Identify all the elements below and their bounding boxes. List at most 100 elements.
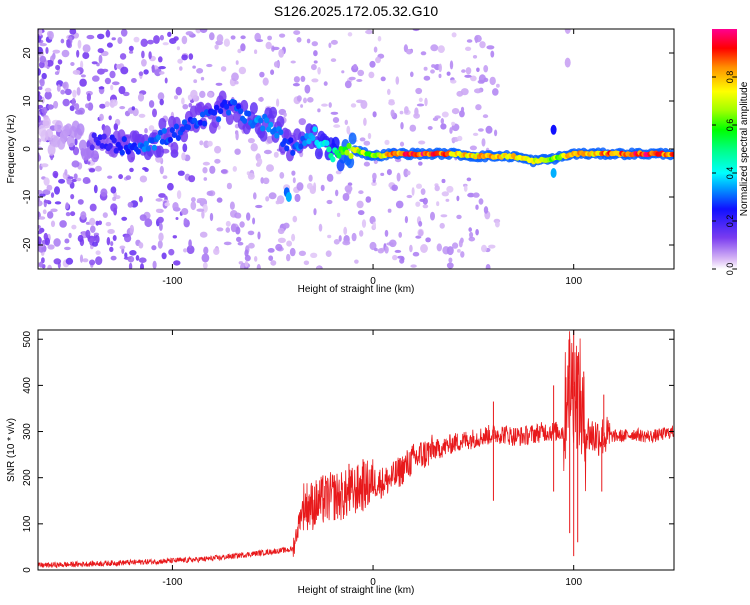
noise-blob bbox=[304, 84, 311, 94]
noise-blob bbox=[133, 36, 140, 43]
noise-blob bbox=[129, 224, 134, 234]
noise-blob bbox=[368, 71, 375, 79]
noise-blob bbox=[466, 177, 472, 182]
ridge-halo bbox=[54, 120, 63, 133]
snr-panel: -100 0 100 0 100 200 300 400 500 Height of strai… bbox=[6, 329, 675, 596]
noise-blob bbox=[412, 29, 420, 32]
noise-blob bbox=[190, 201, 197, 211]
noise-blob bbox=[119, 53, 127, 60]
noise-blob bbox=[183, 217, 188, 225]
noise-blob bbox=[277, 227, 285, 235]
noise-blob bbox=[465, 46, 472, 51]
noise-blob bbox=[87, 161, 91, 165]
noise-blob bbox=[55, 64, 61, 71]
noise-blob bbox=[50, 192, 55, 198]
noise-blob bbox=[41, 257, 45, 264]
noise-blob bbox=[400, 122, 404, 130]
noise-blob bbox=[112, 99, 118, 107]
noise-blob bbox=[330, 58, 337, 62]
noise-blob bbox=[430, 69, 435, 74]
noise-blob bbox=[458, 239, 463, 248]
noise-blob bbox=[467, 192, 475, 198]
noise-blob bbox=[256, 264, 261, 269]
noise-blob bbox=[375, 56, 381, 64]
noise-blob bbox=[89, 259, 96, 266]
ridge-core bbox=[330, 156, 336, 163]
noise-blob bbox=[185, 31, 194, 36]
noise-blob bbox=[464, 74, 472, 78]
noise-blob bbox=[206, 63, 213, 68]
noise-blob bbox=[131, 106, 135, 111]
noise-blob bbox=[479, 41, 486, 49]
noise-blob bbox=[380, 76, 386, 82]
ridge-core bbox=[135, 148, 141, 155]
noise-blob bbox=[107, 175, 113, 179]
noise-blob bbox=[418, 140, 426, 145]
y-tick-label: 400 bbox=[22, 377, 33, 394]
noise-blob bbox=[124, 252, 128, 259]
noise-blob bbox=[173, 95, 179, 100]
noise-blob bbox=[38, 94, 43, 101]
noise-blob bbox=[192, 65, 196, 69]
snr-axes: -100 0 100 0 100 200 300 400 500 bbox=[22, 330, 674, 588]
noise-blob bbox=[351, 232, 357, 242]
noise-blob bbox=[86, 93, 91, 102]
ridge-halo bbox=[170, 141, 179, 154]
noise-blob bbox=[477, 79, 485, 84]
noise-blob bbox=[292, 177, 296, 184]
colorbar-label: Normalized spectral amplitude bbox=[739, 81, 750, 216]
ridge-halo bbox=[240, 99, 249, 112]
noise-blob bbox=[386, 169, 392, 176]
spectrogram-heatmap bbox=[38, 29, 674, 269]
noise-blob bbox=[356, 79, 363, 82]
noise-blob bbox=[195, 29, 202, 34]
noise-blob bbox=[138, 242, 144, 249]
noise-blob bbox=[38, 236, 42, 245]
noise-blob bbox=[413, 113, 420, 119]
noise-blob bbox=[328, 102, 332, 108]
noise-blob bbox=[316, 266, 321, 269]
noise-blob bbox=[158, 193, 166, 198]
ridge-core bbox=[149, 137, 155, 144]
noise-blob bbox=[98, 220, 102, 226]
ridge-feature bbox=[550, 124, 557, 135]
ridge-core bbox=[218, 108, 224, 115]
noise-blob bbox=[38, 230, 43, 235]
noise-blob bbox=[79, 254, 84, 263]
ridge-core bbox=[216, 116, 222, 123]
noise-blob bbox=[202, 262, 208, 269]
noise-blob bbox=[268, 255, 274, 261]
noise-blob bbox=[445, 198, 450, 202]
noise-blob bbox=[110, 84, 114, 91]
noise-blob bbox=[432, 117, 439, 121]
noise-blob bbox=[47, 211, 54, 219]
noise-blob bbox=[317, 108, 321, 113]
noise-blob bbox=[172, 202, 179, 211]
noise-blob bbox=[144, 218, 153, 228]
noise-blob bbox=[333, 239, 340, 245]
ridge-core bbox=[671, 151, 674, 158]
noise-blob bbox=[167, 182, 174, 191]
noise-blob bbox=[226, 182, 232, 190]
noise-blob bbox=[354, 259, 359, 264]
noise-blob bbox=[470, 75, 477, 82]
noise-blob bbox=[65, 202, 69, 210]
noise-blob bbox=[384, 139, 390, 145]
noise-blob bbox=[82, 177, 91, 184]
ridge-core bbox=[288, 137, 294, 144]
noise-blob bbox=[92, 241, 98, 247]
noise-blob bbox=[128, 45, 134, 52]
noise-blob bbox=[213, 247, 220, 255]
colorbar-ticks: 0.0 0.2 0.4 0.6 0.8 bbox=[712, 71, 737, 275]
noise-blob bbox=[466, 39, 473, 43]
noise-blob bbox=[143, 69, 149, 75]
noise-blob bbox=[138, 71, 144, 76]
noise-blob bbox=[152, 260, 157, 269]
noise-blob bbox=[64, 88, 72, 96]
noise-blob bbox=[475, 229, 479, 236]
noise-blob bbox=[98, 86, 105, 90]
noise-blob bbox=[42, 209, 47, 215]
noise-blob bbox=[44, 87, 52, 93]
noise-blob bbox=[65, 257, 74, 265]
